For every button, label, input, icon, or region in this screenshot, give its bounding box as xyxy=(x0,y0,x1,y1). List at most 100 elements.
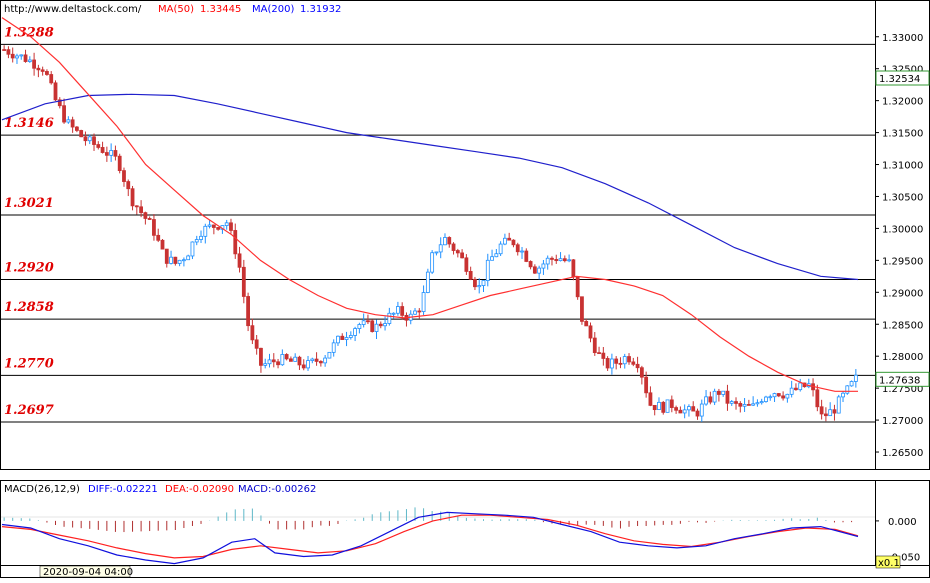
candle-body xyxy=(27,59,32,62)
candle-body xyxy=(682,409,687,414)
candle-body xyxy=(455,250,460,254)
candle-body xyxy=(75,126,79,131)
candle-body xyxy=(289,358,293,362)
candle-body xyxy=(764,396,768,402)
candle-body xyxy=(254,339,259,349)
ma200-value: 1.31932 xyxy=(300,4,341,15)
candle-body xyxy=(794,387,798,391)
candle-body xyxy=(674,407,678,411)
candle-body xyxy=(554,259,559,262)
macd-tick-label-0: 0.000 xyxy=(888,517,917,528)
candle-body xyxy=(622,356,627,365)
candle-body xyxy=(117,155,122,172)
candle-body xyxy=(545,257,550,265)
candle-body xyxy=(712,390,717,403)
price-tick-label-13: 1.26500 xyxy=(882,448,923,459)
candle-body xyxy=(819,406,824,415)
candle-body xyxy=(678,409,683,414)
candle-body xyxy=(2,49,7,51)
candle-body xyxy=(348,335,353,338)
candle-body xyxy=(832,409,837,414)
candle-body xyxy=(79,130,84,138)
level-label-6: 1.2697 xyxy=(4,403,54,418)
candle-body xyxy=(704,396,708,405)
candle-body xyxy=(331,342,336,353)
candle-body xyxy=(306,360,310,369)
candle-body xyxy=(250,325,255,341)
candle-body xyxy=(297,356,302,366)
macd-diff-value: DIFF:-0.02221 xyxy=(88,484,158,495)
candle-body xyxy=(186,255,191,261)
candle-body xyxy=(10,53,15,59)
level-label-0: 1.3288 xyxy=(4,25,54,40)
candle-body xyxy=(759,401,764,404)
candle-body xyxy=(147,218,152,220)
source-url[interactable]: http://www.deltastock.com/ xyxy=(4,4,142,15)
price-tick-label-3: 1.31500 xyxy=(882,129,923,140)
candle-body xyxy=(443,237,447,246)
candle-body xyxy=(828,409,833,417)
candle-body xyxy=(524,250,529,262)
price-panel-frame xyxy=(0,0,876,470)
candle-body xyxy=(391,312,396,315)
candle-body xyxy=(477,285,482,288)
candle-body xyxy=(104,152,109,156)
candle-body xyxy=(490,256,494,261)
candle-body xyxy=(541,263,546,269)
candle-body xyxy=(45,71,49,75)
candle-body xyxy=(485,259,490,281)
candle-body xyxy=(460,252,464,259)
candle-body xyxy=(699,403,704,417)
candle-body xyxy=(430,252,435,273)
candle-body xyxy=(57,99,62,107)
candle-body xyxy=(721,390,726,395)
candle-body xyxy=(789,387,794,395)
candle-body xyxy=(378,323,383,327)
macd-macd-value: MACD:-0.00262 xyxy=(238,484,316,495)
candle-body xyxy=(841,392,845,398)
scale-factor-box[interactable]: x0.1 xyxy=(875,555,901,569)
candle-body xyxy=(580,296,584,322)
candle-body xyxy=(665,399,670,413)
candle-body xyxy=(310,358,315,361)
candle-body xyxy=(520,250,524,253)
scale-factor[interactable]: x0.1 xyxy=(878,558,900,569)
macd-dea-value: DEA:-0.02090 xyxy=(165,484,234,495)
date-label-box: 2020-09-04 04:00 xyxy=(39,565,133,578)
candle-body xyxy=(237,253,242,268)
candle-body xyxy=(746,404,751,406)
candle-body xyxy=(738,403,743,407)
candle-body xyxy=(413,310,417,315)
candle-body xyxy=(259,347,263,366)
candle-body xyxy=(216,227,221,230)
ma50-label: MA(50) xyxy=(158,4,194,15)
candle-body xyxy=(815,389,820,408)
macd-axis-frame xyxy=(875,480,930,566)
candle-body xyxy=(370,320,375,332)
candle-body xyxy=(207,224,212,227)
candle-body xyxy=(314,358,319,362)
price-tick-label-4: 1.31000 xyxy=(882,161,923,172)
candle-body xyxy=(425,271,430,293)
candle-body xyxy=(87,136,92,142)
candle-body xyxy=(53,82,58,101)
candle-body xyxy=(417,310,422,313)
candle-body xyxy=(648,392,653,406)
candle-body xyxy=(438,244,443,253)
price-tick-label-8: 1.29000 xyxy=(882,288,923,299)
candle-body xyxy=(100,147,105,153)
candle-body xyxy=(532,266,537,274)
last-price-marker: 1.27638 xyxy=(875,371,930,387)
price-tick-label-11: 1.27500 xyxy=(882,384,923,395)
time-axis-frame xyxy=(0,565,930,578)
price-tick-label-9: 1.28500 xyxy=(882,320,923,331)
candle-body xyxy=(301,364,306,369)
price-tick-label-10: 1.28000 xyxy=(882,352,923,363)
candle-body xyxy=(122,170,126,182)
candle-body xyxy=(361,320,366,325)
macd-diff-line xyxy=(1,511,859,565)
candle-body xyxy=(280,354,285,366)
candlesticks xyxy=(2,45,858,422)
candle-body xyxy=(92,136,96,145)
price-axis-ticks: 1.33000 1.32500 1.32000 1.31500 1.31000 1.305… xyxy=(875,33,923,459)
